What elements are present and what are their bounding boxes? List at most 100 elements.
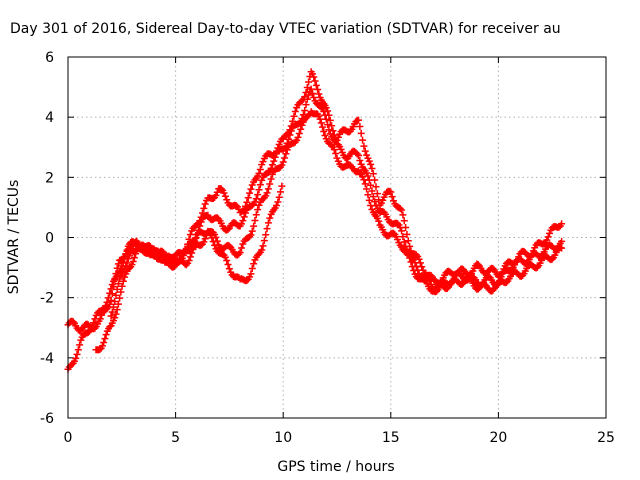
data-point	[247, 231, 255, 239]
data-point	[394, 220, 402, 228]
x-tick-label: 10	[274, 430, 292, 446]
data-point	[337, 145, 345, 153]
data-point	[223, 257, 231, 265]
data-point	[308, 89, 316, 97]
data-point	[367, 201, 375, 209]
data-point	[310, 73, 318, 81]
data-point	[240, 213, 248, 221]
data-point	[394, 236, 402, 244]
data-point	[375, 217, 383, 225]
data-point	[100, 338, 108, 346]
data-point	[209, 238, 217, 246]
data-point	[255, 250, 263, 258]
data-point	[255, 169, 263, 177]
data-point	[248, 227, 256, 235]
data-series	[92, 108, 566, 354]
data-point	[69, 318, 77, 326]
data-point	[256, 181, 264, 189]
data-point	[128, 245, 136, 253]
data-point	[325, 126, 333, 134]
data-point	[201, 235, 209, 243]
data-point	[365, 157, 373, 165]
data-point	[372, 183, 380, 191]
data-point	[108, 281, 116, 289]
y-tick-labels: -6 -4 -2 0 2 4 6	[40, 50, 54, 427]
data-point	[90, 319, 98, 327]
data-point	[99, 306, 107, 314]
data-point	[122, 250, 130, 258]
data-point	[254, 206, 262, 214]
data-point	[107, 285, 115, 293]
data-point	[279, 158, 287, 166]
data-point	[357, 129, 365, 137]
x-tick-label: 20	[489, 430, 507, 446]
data-point	[112, 310, 120, 318]
data-point	[113, 285, 121, 293]
data-point	[72, 354, 80, 362]
data-point	[108, 308, 116, 316]
data-point	[303, 95, 311, 103]
data-point	[186, 253, 194, 261]
data-point	[252, 211, 260, 219]
data-point	[543, 236, 551, 244]
data-point	[211, 241, 219, 249]
data-point	[119, 258, 127, 266]
data-point	[558, 244, 566, 252]
data-point	[310, 94, 318, 102]
data-point	[272, 201, 280, 209]
data-point	[368, 187, 376, 195]
data-point	[88, 322, 96, 330]
data-point	[96, 345, 104, 353]
data-point	[256, 165, 264, 173]
data-point	[302, 101, 310, 109]
data-point	[107, 312, 115, 320]
data-point	[363, 185, 371, 193]
data-point	[305, 91, 313, 99]
data-point	[295, 130, 303, 138]
data-point	[388, 193, 396, 201]
data-point	[285, 135, 293, 143]
data-point	[268, 161, 276, 169]
data-point	[278, 161, 286, 169]
data-point	[247, 270, 255, 278]
data-point	[489, 265, 497, 273]
x-axis-label: GPS time / hours	[277, 459, 394, 475]
data-point	[116, 294, 124, 302]
data-point	[113, 306, 121, 314]
data-point	[502, 278, 510, 286]
data-point	[117, 288, 125, 296]
data-point	[301, 107, 309, 115]
data-point	[251, 217, 259, 225]
data-point	[326, 130, 334, 138]
data-point	[361, 147, 369, 155]
data-point	[247, 185, 255, 193]
data-point	[281, 154, 289, 162]
data-point	[260, 237, 268, 245]
data-point	[305, 111, 313, 119]
data-point	[399, 211, 407, 219]
data-point	[114, 300, 122, 308]
data-point	[420, 276, 428, 284]
data-point	[558, 237, 566, 245]
y-tick-label: -4	[40, 351, 54, 367]
data-point	[321, 132, 329, 140]
y-tick-label: 4	[45, 110, 54, 126]
data-point	[200, 238, 208, 246]
grid	[68, 57, 606, 418]
data-point	[403, 230, 411, 238]
data-point	[127, 248, 135, 256]
data-point	[371, 198, 379, 206]
data-point	[111, 314, 119, 322]
data-point	[364, 191, 372, 199]
data-point	[396, 204, 404, 212]
data-point	[289, 117, 297, 125]
data-point	[291, 108, 299, 116]
data-point	[544, 233, 552, 241]
data-point	[308, 70, 316, 78]
data-point	[104, 294, 112, 302]
data-point	[274, 198, 282, 206]
data-point	[132, 250, 140, 258]
data-point	[356, 156, 364, 164]
data-point	[369, 170, 377, 178]
